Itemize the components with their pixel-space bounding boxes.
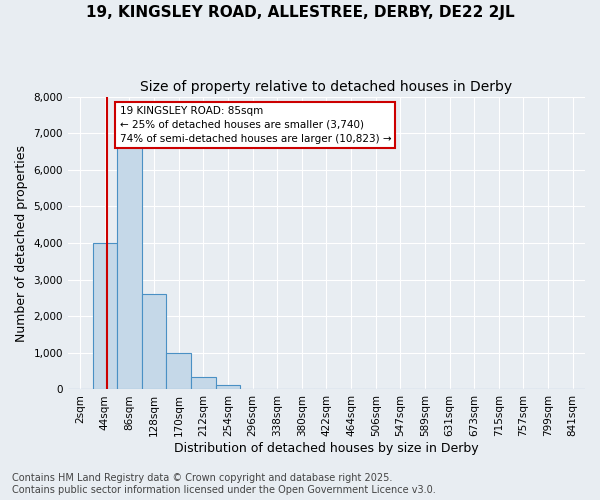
Bar bbox=[166, 353, 191, 390]
Bar bbox=[117, 118, 142, 390]
Text: 19, KINGSLEY ROAD, ALLESTREE, DERBY, DE22 2JL: 19, KINGSLEY ROAD, ALLESTREE, DERBY, DE2… bbox=[86, 5, 514, 20]
Text: 19 KINGSLEY ROAD: 85sqm
← 25% of detached houses are smaller (3,740)
74% of semi: 19 KINGSLEY ROAD: 85sqm ← 25% of detache… bbox=[119, 106, 391, 144]
Bar bbox=[215, 384, 240, 390]
Text: Contains HM Land Registry data © Crown copyright and database right 2025.
Contai: Contains HM Land Registry data © Crown c… bbox=[12, 474, 436, 495]
Title: Size of property relative to detached houses in Derby: Size of property relative to detached ho… bbox=[140, 80, 512, 94]
Y-axis label: Number of detached properties: Number of detached properties bbox=[15, 144, 28, 342]
Bar bbox=[142, 294, 166, 390]
Bar bbox=[191, 376, 215, 390]
Bar bbox=[92, 243, 117, 390]
X-axis label: Distribution of detached houses by size in Derby: Distribution of detached houses by size … bbox=[174, 442, 479, 455]
